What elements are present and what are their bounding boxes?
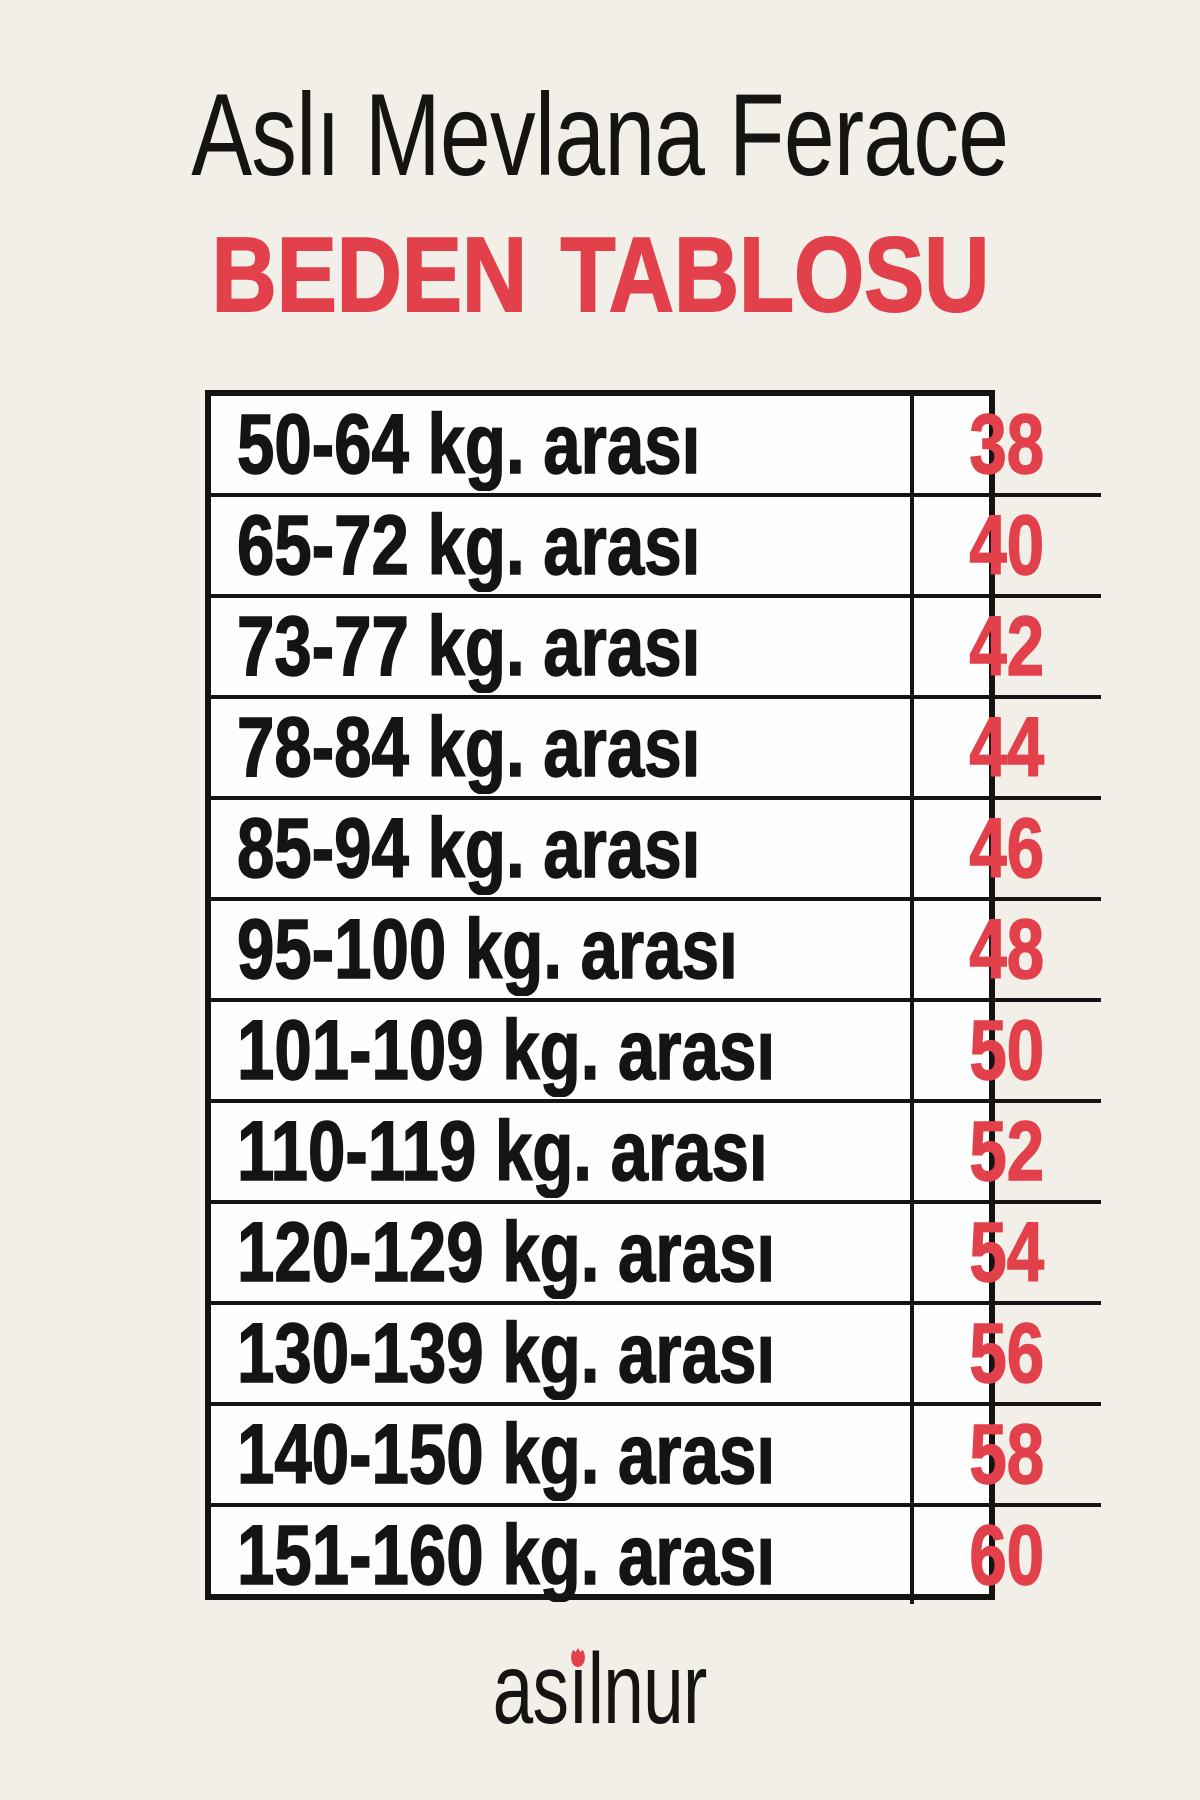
- weight-range-cell: 120-129 kg. arası: [211, 1204, 910, 1301]
- weight-range-cell: 50-64 kg. arası: [211, 396, 910, 493]
- size-text: 52: [969, 1103, 1045, 1199]
- table-row: 78-84 kg. arası 44: [211, 695, 1101, 796]
- size-cell: 50: [909, 1002, 1101, 1099]
- table-row: 101-109 kg. arası 50: [211, 998, 1101, 1099]
- table-row: 50-64 kg. arası 38: [211, 396, 1101, 493]
- size-cell: 48: [909, 901, 1101, 998]
- size-text: 48: [969, 901, 1045, 997]
- size-cell: 52: [909, 1103, 1101, 1200]
- weight-range-cell: 151-160 kg. arası: [211, 1507, 910, 1604]
- weight-range-text: 65-72 kg. arası: [236, 497, 701, 593]
- size-cell: 54: [909, 1204, 1101, 1301]
- brand-part1: as: [492, 1633, 569, 1745]
- weight-range-text: 101-109 kg. arası: [236, 1002, 775, 1098]
- size-text: 56: [969, 1305, 1045, 1401]
- size-table: 50-64 kg. arası 38 65-72 kg. arası 40 73…: [205, 390, 1101, 1604]
- size-text: 40: [969, 497, 1045, 593]
- size-cell: 46: [909, 800, 1101, 897]
- weight-range-cell: 78-84 kg. arası: [211, 699, 910, 796]
- weight-range-cell: 140-150 kg. arası: [211, 1406, 910, 1503]
- page-subtitle-text: BEDEN TABLOSU: [210, 216, 989, 334]
- table-row: 73-77 kg. arası 42: [211, 594, 1101, 695]
- size-text: 58: [969, 1406, 1045, 1502]
- table-row: 65-72 kg. arası 40: [211, 493, 1101, 594]
- weight-range-text: 78-84 kg. arası: [236, 699, 701, 795]
- weight-range-text: 73-77 kg. arası: [236, 598, 701, 694]
- table-row: 151-160 kg. arası 60: [211, 1503, 1101, 1604]
- weight-range-cell: 101-109 kg. arası: [211, 1002, 910, 1099]
- page-title: Aslı Mevlana Ferace: [0, 76, 1200, 193]
- table-row: 95-100 kg. arası 48: [211, 897, 1101, 998]
- weight-range-cell: 85-94 kg. arası: [211, 800, 910, 897]
- size-cell: 60: [909, 1507, 1101, 1604]
- size-text: 50: [969, 1002, 1045, 1098]
- size-text: 44: [969, 699, 1045, 795]
- size-cell: 56: [909, 1305, 1101, 1402]
- page-subtitle: BEDEN TABLOSU: [0, 216, 1200, 334]
- size-cell: 40: [909, 497, 1101, 594]
- weight-range-cell: 65-72 kg. arası: [211, 497, 910, 594]
- brand-logo: ası lnur: [0, 1632, 1200, 1747]
- weight-range-text: 130-139 kg. arası: [236, 1305, 775, 1401]
- brand-logo-text: ası lnur: [492, 1632, 708, 1747]
- size-cell: 38: [909, 396, 1101, 493]
- size-cell: 58: [909, 1406, 1101, 1503]
- table-row: 120-129 kg. arası 54: [211, 1200, 1101, 1301]
- table-row: 130-139 kg. arası 56: [211, 1301, 1101, 1402]
- weight-range-text: 120-129 kg. arası: [236, 1204, 775, 1300]
- weight-range-text: 50-64 kg. arası: [236, 396, 701, 492]
- brand-i: ı: [569, 1632, 589, 1747]
- page-title-text: Aslı Mevlana Ferace: [191, 69, 1009, 200]
- table-row: 140-150 kg. arası 58: [211, 1402, 1101, 1503]
- size-cell: 42: [909, 598, 1101, 695]
- weight-range-cell: 130-139 kg. arası: [211, 1305, 910, 1402]
- weight-range-cell: 95-100 kg. arası: [211, 901, 910, 998]
- weight-range-text: 151-160 kg. arası: [236, 1507, 775, 1603]
- table-row: 85-94 kg. arası 46: [211, 796, 1101, 897]
- weight-range-text: 85-94 kg. arası: [236, 800, 701, 896]
- weight-range-text: 95-100 kg. arası: [236, 901, 738, 997]
- table-row: 110-119 kg. arası 52: [211, 1099, 1101, 1200]
- weight-range-text: 140-150 kg. arası: [236, 1406, 775, 1502]
- size-text: 38: [969, 396, 1045, 492]
- brand-part2: lnur: [588, 1633, 708, 1745]
- weight-range-text: 110-119 kg. arası: [236, 1103, 768, 1199]
- tulip-dot-icon: [571, 1648, 586, 1667]
- size-text: 42: [969, 598, 1045, 694]
- weight-range-cell: 73-77 kg. arası: [211, 598, 910, 695]
- weight-range-cell: 110-119 kg. arası: [211, 1103, 910, 1200]
- size-text: 54: [969, 1204, 1045, 1300]
- size-text: 46: [969, 800, 1045, 896]
- size-text: 60: [969, 1507, 1045, 1603]
- size-cell: 44: [909, 699, 1101, 796]
